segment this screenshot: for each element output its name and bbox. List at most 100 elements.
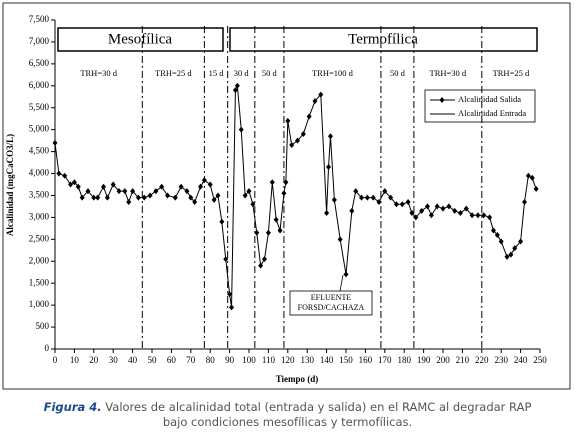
y-tick-label: 6,500 [29, 58, 50, 68]
x-tick-label: 160 [359, 355, 373, 365]
data-marker [52, 139, 58, 146]
x-tick-label: 220 [475, 355, 489, 365]
data-marker [393, 201, 399, 208]
legend [424, 89, 536, 123]
data-marker [165, 192, 171, 199]
data-marker [141, 194, 147, 201]
x-tick-label: 80 [206, 355, 216, 365]
data-marker [269, 179, 275, 186]
data-marker [326, 163, 332, 170]
phase-label: 50 d [262, 68, 278, 78]
data-marker [494, 231, 500, 238]
data-marker [376, 199, 382, 206]
data-marker [388, 194, 394, 201]
data-marker [246, 188, 252, 195]
x-tick-label: 150 [339, 355, 353, 365]
y-tick-label: 7,000 [29, 36, 50, 46]
data-marker [188, 194, 194, 201]
y-tick-label: 1,500 [29, 277, 50, 287]
x-tick-label: 40 [128, 355, 138, 365]
data-marker [101, 183, 106, 190]
data-marker [104, 194, 110, 201]
x-tick-label: 240 [514, 355, 528, 365]
data-marker [153, 188, 159, 195]
x-tick-label: 110 [262, 355, 276, 365]
page: {"chart_data": {"type": "line", "x_label… [2, 2, 571, 429]
x-tick-label: 50 [148, 355, 158, 365]
data-marker [91, 194, 97, 201]
data-marker [428, 212, 434, 219]
data-marker [62, 172, 68, 179]
annotation: FORSD/CACHAZA [298, 303, 365, 312]
data-marker [306, 113, 312, 120]
data-marker [481, 212, 487, 219]
data-marker [353, 188, 359, 195]
caption-text: Valores de alcalinidad total (entrada y … [105, 400, 532, 414]
x-tick-label: 30 [109, 355, 119, 365]
data-marker [370, 194, 376, 201]
y-tick-label: 3,000 [29, 211, 50, 221]
data-marker [518, 238, 524, 245]
data-marker [312, 98, 318, 105]
chart-frame [2, 2, 571, 390]
data-marker [452, 207, 458, 214]
data-marker [289, 142, 295, 149]
x-tick-label: 140 [320, 355, 334, 365]
x-tick-label: 10 [70, 355, 80, 365]
data-marker [343, 271, 349, 278]
data-marker [126, 199, 132, 206]
data-marker [490, 227, 496, 234]
data-marker [265, 229, 271, 236]
data-marker [159, 183, 165, 190]
data-marker [215, 192, 221, 199]
data-marker [434, 203, 440, 210]
data-marker [147, 192, 153, 199]
y-tick-label: 1,000 [29, 299, 50, 309]
data-marker [130, 188, 136, 195]
caption-text: bajo condiciones mesofílicas y termofíli… [162, 415, 413, 429]
data-marker [533, 185, 539, 192]
data-marker [232, 87, 238, 94]
y-tick-label: 0 [45, 343, 50, 353]
y-tick-label: 3,500 [29, 190, 50, 200]
data-marker [504, 253, 510, 260]
data-marker [457, 210, 463, 217]
y-tick-label: 500 [36, 321, 50, 331]
data-marker [364, 194, 370, 201]
data-marker [273, 216, 279, 223]
y-tick-label: 5,500 [29, 102, 50, 112]
data-marker [227, 291, 233, 298]
data-marker [201, 177, 207, 184]
legend-label: Alcalinidad Entrada [458, 108, 526, 118]
data-marker [512, 245, 518, 252]
data-marker [229, 304, 235, 311]
data-marker [122, 188, 128, 195]
y-tick-label: 4,000 [29, 168, 50, 178]
annotation-arrow [339, 274, 344, 292]
x-tick-label: 190 [417, 355, 431, 365]
phase-label: 50 d [390, 68, 406, 78]
data-marker [219, 218, 225, 225]
period-label: Termofílica [348, 31, 418, 47]
data-marker [211, 196, 217, 203]
y-tick-label: 2,000 [29, 255, 50, 265]
phase-label: TRH=30 d [80, 68, 117, 78]
data-marker [405, 199, 411, 206]
data-marker [525, 172, 531, 179]
data-marker [207, 181, 213, 188]
phase-label: 30 d [234, 68, 250, 78]
data-marker [178, 183, 184, 190]
x-tick-label: 180 [397, 355, 411, 365]
period-label: Mesofílica [108, 31, 172, 47]
data-marker [469, 212, 475, 219]
legend-marker [439, 97, 445, 103]
data-marker [419, 207, 425, 214]
data-marker [250, 201, 256, 208]
x-tick-label: 100 [242, 355, 256, 365]
data-marker [56, 170, 62, 177]
data-marker [116, 188, 122, 195]
data-marker [295, 137, 300, 144]
data-marker [95, 194, 101, 201]
phase-label: TRH=25 d [155, 68, 192, 78]
data-marker [409, 210, 415, 217]
